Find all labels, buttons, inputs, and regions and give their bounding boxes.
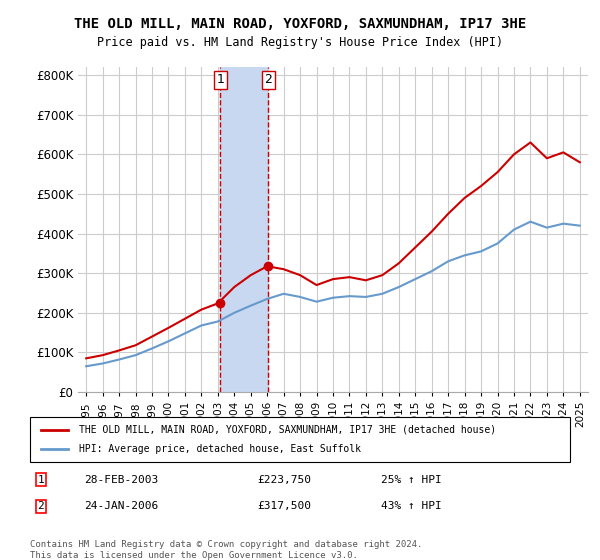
- Text: 2: 2: [265, 73, 272, 86]
- Text: 2: 2: [37, 501, 44, 511]
- Text: Contains HM Land Registry data © Crown copyright and database right 2024.
This d: Contains HM Land Registry data © Crown c…: [30, 540, 422, 560]
- Text: 43% ↑ HPI: 43% ↑ HPI: [381, 501, 442, 511]
- Text: 1: 1: [37, 474, 44, 484]
- Text: 1: 1: [217, 73, 224, 86]
- Bar: [220, 67, 268, 392]
- Text: 25% ↑ HPI: 25% ↑ HPI: [381, 474, 442, 484]
- Text: THE OLD MILL, MAIN ROAD, YOXFORD, SAXMUNDHAM, IP17 3HE (detached house): THE OLD MILL, MAIN ROAD, YOXFORD, SAXMUN…: [79, 424, 496, 435]
- Text: £317,500: £317,500: [257, 501, 311, 511]
- Text: HPI: Average price, detached house, East Suffolk: HPI: Average price, detached house, East…: [79, 445, 361, 455]
- Text: 28-FEB-2003: 28-FEB-2003: [84, 474, 158, 484]
- Text: 24-JAN-2006: 24-JAN-2006: [84, 501, 158, 511]
- Text: THE OLD MILL, MAIN ROAD, YOXFORD, SAXMUNDHAM, IP17 3HE: THE OLD MILL, MAIN ROAD, YOXFORD, SAXMUN…: [74, 17, 526, 31]
- Text: £223,750: £223,750: [257, 474, 311, 484]
- Text: Price paid vs. HM Land Registry's House Price Index (HPI): Price paid vs. HM Land Registry's House …: [97, 36, 503, 49]
- FancyBboxPatch shape: [30, 417, 570, 462]
